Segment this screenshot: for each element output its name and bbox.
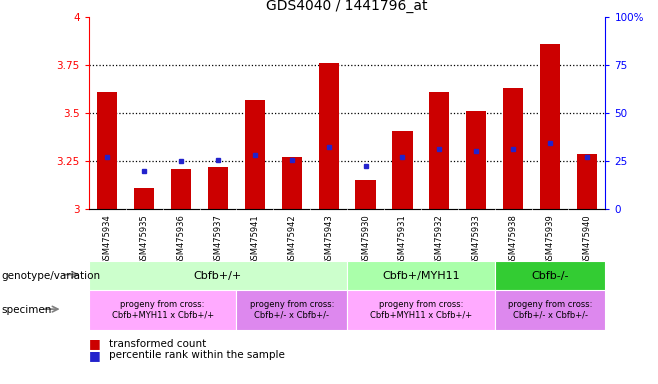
Text: Cbfb+/MYH11: Cbfb+/MYH11: [382, 270, 460, 281]
Text: genotype/variation: genotype/variation: [1, 270, 101, 281]
Bar: [540, 44, 560, 209]
Text: progeny from cross:
Cbfb+MYH11 x Cbfb+/+: progeny from cross: Cbfb+MYH11 x Cbfb+/+: [112, 300, 214, 320]
Text: specimen: specimen: [1, 305, 52, 315]
Bar: [503, 88, 523, 209]
Bar: [89, 261, 347, 290]
Bar: [347, 261, 495, 290]
Bar: [495, 290, 605, 330]
Bar: [577, 154, 597, 209]
Text: Cbfb-/-: Cbfb-/-: [531, 270, 569, 281]
Bar: [97, 92, 117, 209]
Bar: [466, 111, 486, 209]
Bar: [236, 290, 347, 330]
Text: progeny from cross:
Cbfb+MYH11 x Cbfb+/+: progeny from cross: Cbfb+MYH11 x Cbfb+/+: [370, 300, 472, 320]
Bar: [208, 167, 228, 209]
Text: progeny from cross:
Cbfb+/- x Cbfb+/-: progeny from cross: Cbfb+/- x Cbfb+/-: [508, 300, 592, 320]
Text: progeny from cross:
Cbfb+/- x Cbfb+/-: progeny from cross: Cbfb+/- x Cbfb+/-: [249, 300, 334, 320]
Text: transformed count: transformed count: [109, 339, 206, 349]
Bar: [347, 290, 495, 330]
Bar: [355, 180, 376, 209]
Text: Cbfb+/+: Cbfb+/+: [194, 270, 242, 281]
Bar: [171, 169, 191, 209]
Text: percentile rank within the sample: percentile rank within the sample: [109, 350, 284, 360]
Bar: [282, 157, 302, 209]
Bar: [89, 290, 236, 330]
Bar: [245, 100, 265, 209]
Bar: [495, 261, 605, 290]
Bar: [134, 188, 155, 209]
Bar: [392, 131, 413, 209]
Title: GDS4040 / 1441796_at: GDS4040 / 1441796_at: [266, 0, 428, 13]
Text: ■: ■: [89, 349, 101, 362]
Text: ■: ■: [89, 337, 101, 350]
Bar: [429, 92, 449, 209]
Bar: [318, 63, 339, 209]
